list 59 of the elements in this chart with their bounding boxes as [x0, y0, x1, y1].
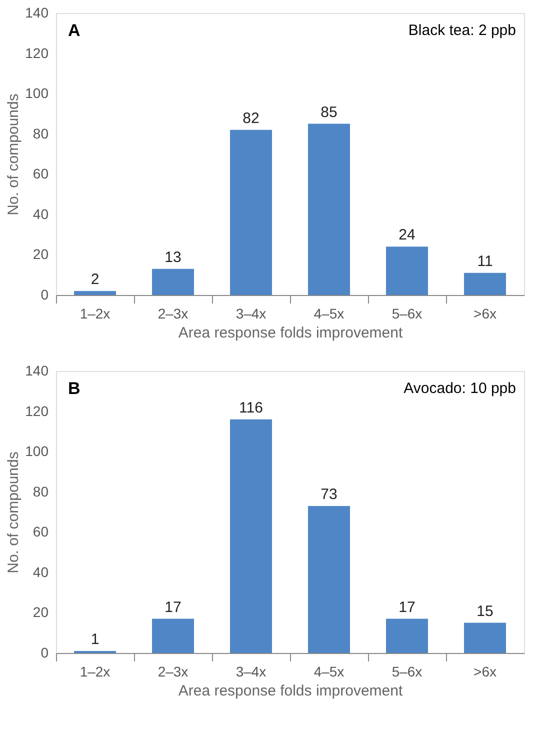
x-tick-label: 5–6x: [392, 306, 422, 322]
annotation: Avocado: 10 ppb: [404, 380, 516, 397]
y-tick-label: 20: [32, 604, 49, 620]
bar: [386, 246, 428, 295]
chart-title: B: [68, 379, 80, 398]
x-tick-label: >6x: [474, 306, 496, 322]
x-tick-label: 1–2x: [80, 306, 110, 322]
y-tick-label: 120: [25, 44, 49, 61]
x-tick-label: 1–2x: [80, 664, 110, 680]
bar: [464, 622, 506, 653]
y-axis-title: No. of compounds: [5, 94, 22, 216]
data-label: 15: [476, 602, 494, 620]
y-tick-label: 140: [25, 362, 49, 378]
y-tick-label: 0: [40, 286, 49, 302]
data-label: 11: [477, 252, 493, 270]
x-tick-label: 4–5x: [314, 306, 344, 322]
y-tick-label: 80: [32, 483, 49, 500]
x-tick-label: 5–6x: [392, 664, 422, 680]
chart-title: A: [68, 21, 80, 40]
bar: [308, 124, 350, 295]
bar: [152, 268, 194, 295]
data-label: 73: [320, 486, 338, 503]
data-label: 17: [164, 598, 182, 616]
data-label: 85: [320, 104, 338, 121]
data-label: 116: [239, 399, 263, 416]
bar: [386, 618, 428, 653]
x-tick-label: 4–5x: [314, 664, 344, 680]
bar: [464, 272, 506, 295]
y-tick-label: 60: [32, 166, 49, 182]
bar: [152, 618, 194, 653]
data-label: 17: [398, 598, 416, 616]
x-tick-label: >6x: [474, 664, 496, 680]
y-tick-label: 20: [32, 246, 49, 262]
y-tick-label: 40: [32, 564, 49, 580]
y-tick-label: 120: [25, 402, 49, 419]
data-label: 1: [90, 630, 100, 648]
y-axis-title: No. of compounds: [5, 452, 22, 574]
y-tick-label: 100: [25, 85, 49, 102]
x-tick-label: 3–4x: [236, 664, 266, 680]
y-tick-label: 80: [32, 125, 49, 142]
x-axis-title: Area response folds improvement: [178, 324, 404, 342]
bar: [308, 506, 350, 653]
data-label: 82: [242, 110, 260, 127]
data-label: 13: [164, 248, 182, 266]
y-tick-label: 0: [40, 644, 49, 660]
annotation: Black tea: 2 ppb: [408, 22, 516, 39]
data-label: 2: [90, 270, 100, 288]
x-tick-label: 2–3x: [158, 664, 188, 680]
y-tick-label: 40: [32, 206, 49, 222]
data-label: 24: [398, 226, 416, 244]
y-tick-label: 140: [25, 4, 49, 20]
y-tick-label: 60: [32, 524, 49, 540]
x-tick-label: 3–4x: [236, 306, 266, 322]
bar: [230, 419, 272, 653]
bar: [230, 130, 272, 295]
x-axis-title: Area response folds improvement: [178, 682, 404, 700]
y-tick-label: 100: [25, 443, 49, 460]
bar: [74, 290, 116, 295]
x-tick-label: 2–3x: [158, 306, 188, 322]
